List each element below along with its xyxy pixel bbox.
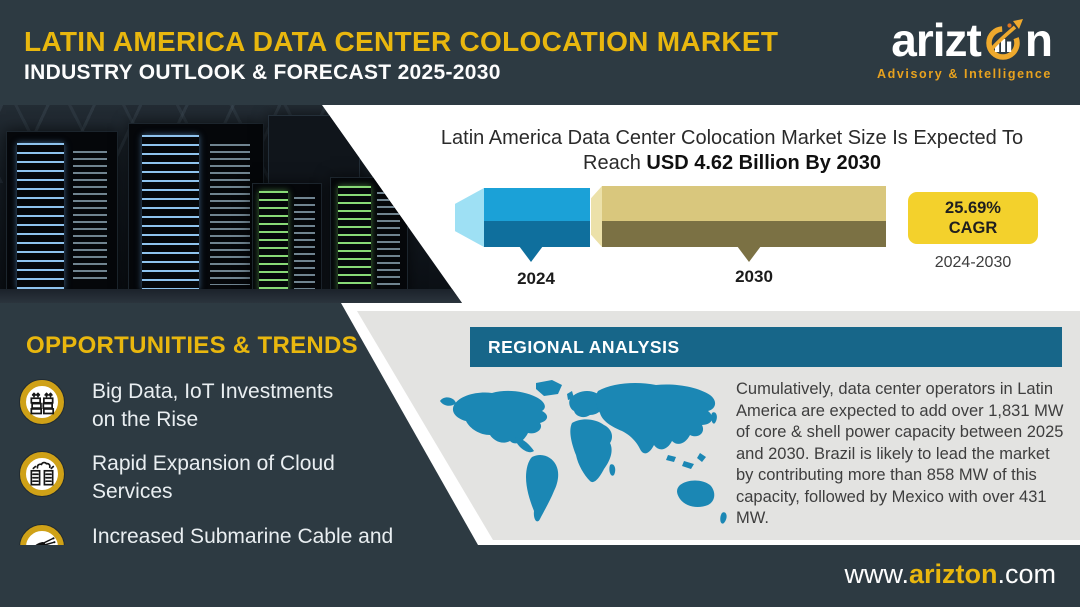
opportunity-item-line1: Increased Submarine Cable and [92,525,394,548]
bar-2030-bevel [591,186,602,247]
regional-analysis-header: REGIONAL ANALYSIS [470,327,1062,367]
opportunity-item: Rapid Expansion of Cloud Services [92,450,422,506]
headline-line2-regular: Reach [583,152,647,174]
page-subtitle: INDUSTRY OUTLOOK & FORECAST 2025-2030 [24,61,501,84]
logo-text-post: n [1024,14,1053,66]
big-data-icon [20,380,64,424]
bar-2030-pointer [737,246,761,262]
arizton-logo-wordmark: arizt n [877,14,1053,66]
data-center-floor [0,289,462,303]
page-title: LATIN AMERICA DATA CENTER COLOCATION MAR… [24,26,779,57]
regional-analysis-paragraph: Cumulatively, data center operators in L… [736,380,1064,527]
arizton-o-icon [986,19,1023,60]
bar-2024-pointer [519,246,543,262]
regional-analysis-title: REGIONAL ANALYSIS [488,337,680,357]
website-link[interactable]: www.arizton.com [844,559,1056,590]
opportunities-heading: OPPORTUNITIES & TRENDS [26,332,358,359]
bar-label-2030: 2030 [735,267,773,286]
opportunity-item-line1: Big Data, IoT Investments [92,380,334,403]
cagr-period: 2024-2030 [934,254,1012,271]
logo-tagline: Advisory & Intelligence [876,67,1052,81]
opportunity-item-line2: Services [92,480,173,503]
logo-text-pre: arizt [891,14,982,66]
footer-bar: www.arizton.com [0,545,1080,607]
header-banner: LATIN AMERICA DATA CENTER COLOCATION MAR… [0,0,1080,105]
arizton-logo: arizt n Advisory & Intelligence [876,14,1053,81]
server-room-photo [0,105,462,303]
opportunity-item-line2: on the Rise [92,408,199,431]
bar-2030 [602,186,886,247]
regional-analysis-section: REGIONAL ANALYSIS Cumul [357,311,1080,540]
world-map-image [440,380,727,524]
bar-2024-bevel [455,188,484,247]
bar-2024 [484,188,590,247]
server-rack [252,183,322,299]
headline-line2-bold: USD 4.62 Billion By 2030 [646,152,881,174]
market-size-headline: Latin America Data Center Colocation Mar… [437,126,1027,176]
server-rack [330,177,408,299]
opportunity-item-line1: Rapid Expansion of Cloud [92,452,335,475]
cloud-services-icon [20,452,64,496]
cagr-badge: 25.69% CAGR [908,192,1038,244]
opportunity-item: Big Data, IoT Investments on the Rise [92,378,422,434]
headline-line1: Latin America Data Center Colocation Mar… [440,127,1024,149]
url-brand: arizton [908,559,998,589]
cagr-label: CAGR [948,219,998,237]
server-rack [6,131,118,299]
cagr-value: 25.69% [945,199,1001,217]
bar-label-2024: 2024 [517,269,555,288]
url-suffix: .com [997,559,1056,589]
url-prefix: www. [844,559,909,589]
server-rack [128,123,264,301]
